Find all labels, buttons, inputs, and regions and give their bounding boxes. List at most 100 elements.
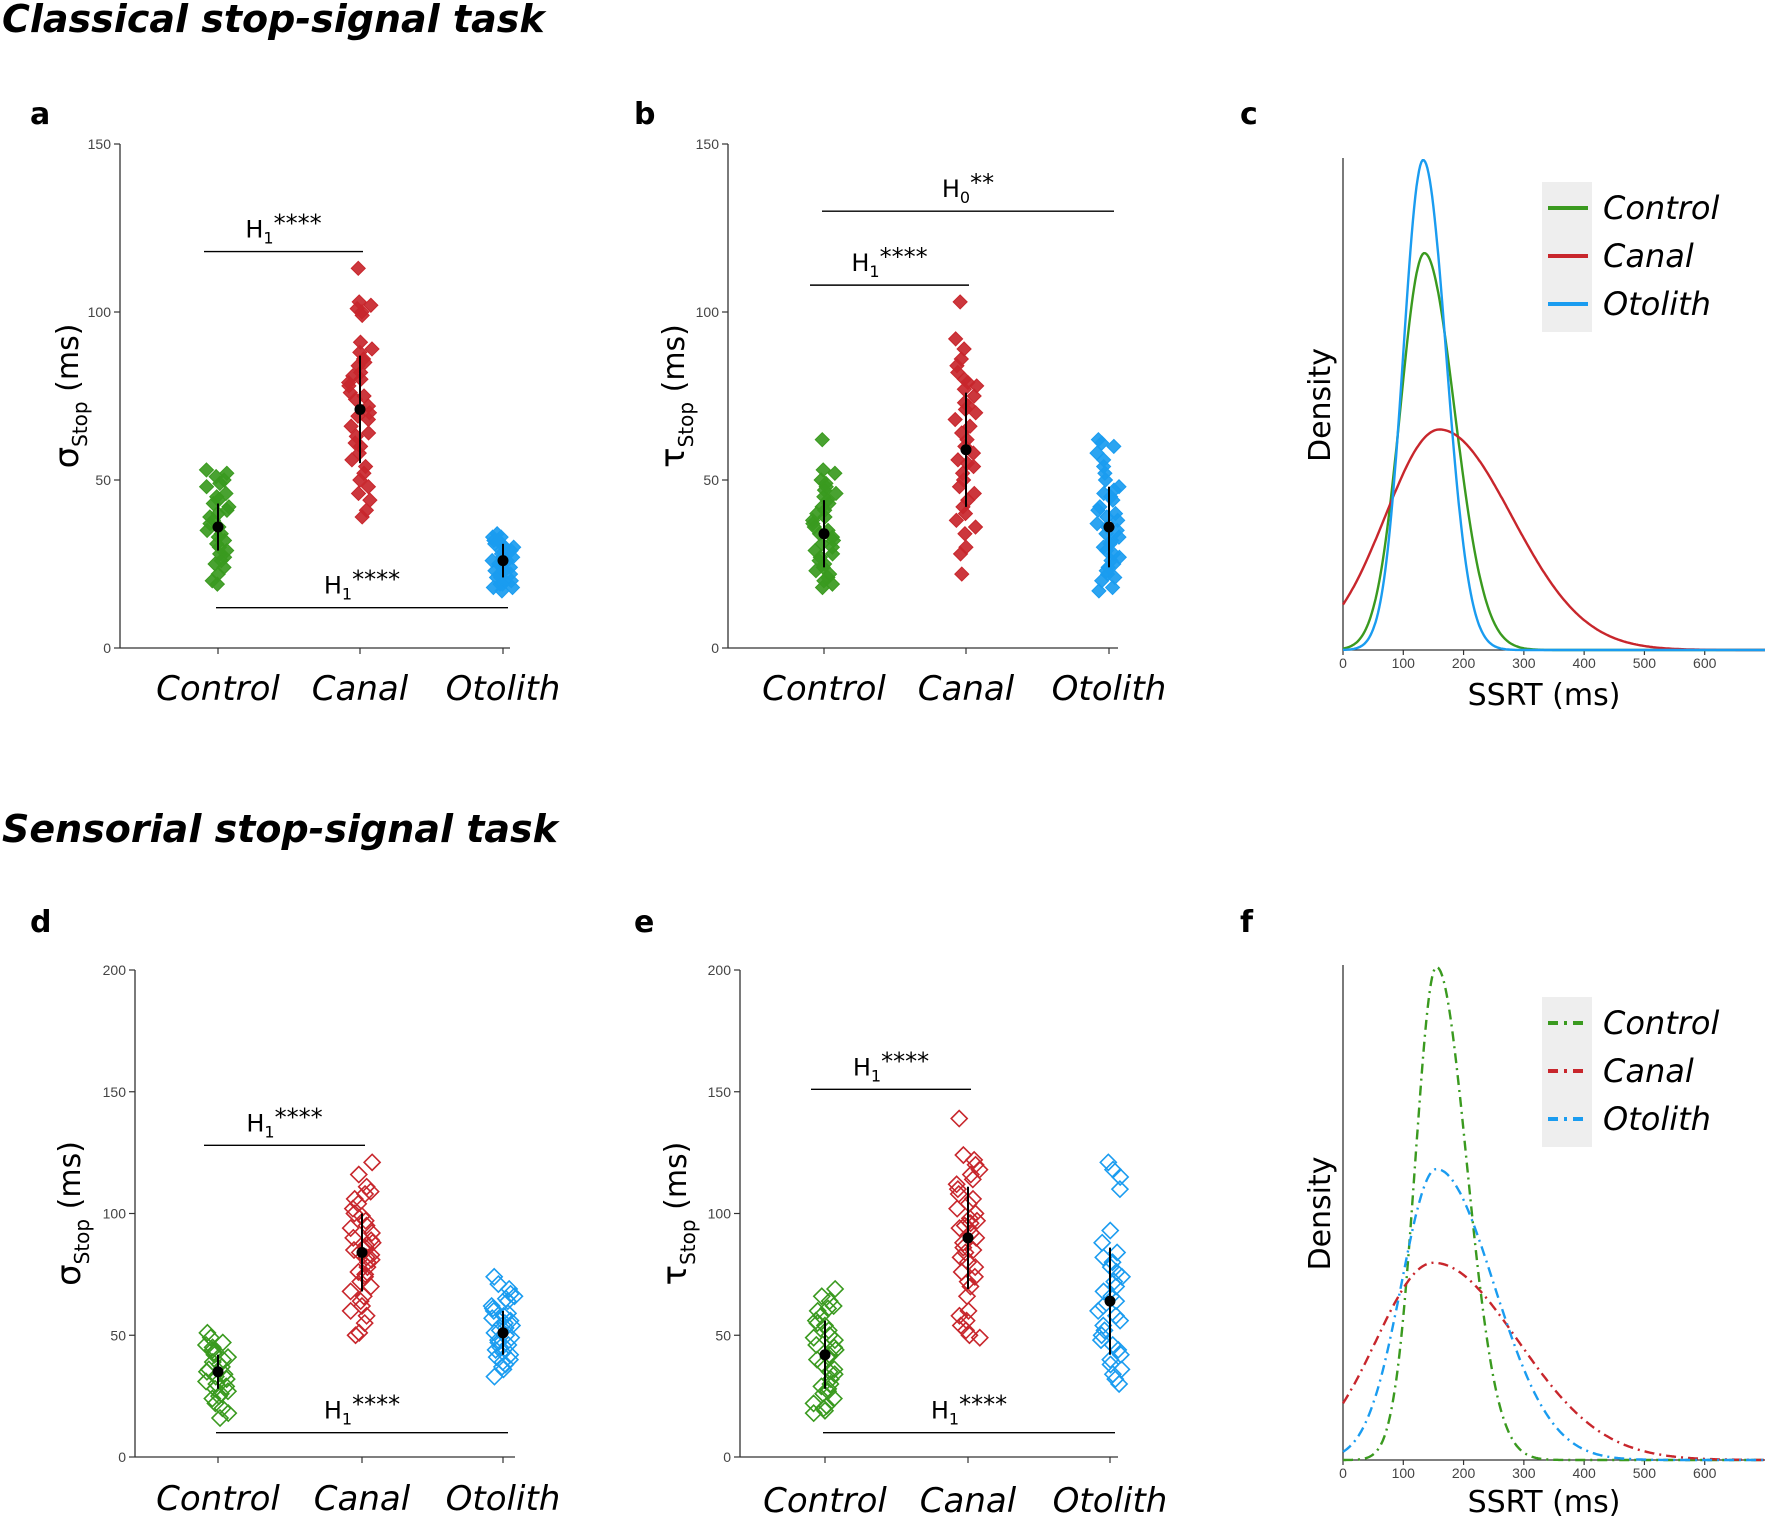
mean-point [1104, 1295, 1116, 1307]
data-point [1109, 1340, 1128, 1359]
y-label-unit: (ms) [657, 324, 692, 402]
hypothesis-subscript: 1 [263, 229, 273, 248]
data-point [197, 1362, 217, 1381]
data-point [1091, 1330, 1111, 1350]
series-control [196, 1323, 238, 1428]
significance-stars: **** [352, 1391, 400, 1419]
data-point [1097, 472, 1114, 488]
series-otolith [484, 526, 522, 599]
data-point [201, 1328, 220, 1347]
data-point [206, 1394, 225, 1413]
x-tick-label: 0 [1339, 1465, 1347, 1481]
panel-e: e 0 50 100 150 200 Control Canal Otolith τStop (m… [634, 905, 1167, 1521]
data-point [210, 1408, 230, 1428]
hypothesis-symbol: H [246, 1109, 264, 1137]
x-tick-label: 500 [1633, 655, 1657, 671]
data-point [363, 1233, 382, 1252]
series-canal [947, 1109, 989, 1347]
y-axis-label: τStop (ms) [655, 1142, 700, 1286]
x-tick-label: 100 [1392, 1465, 1416, 1481]
data-point [360, 479, 377, 495]
series-otolith [482, 1267, 524, 1386]
panel-letter-e: e [634, 905, 654, 940]
data-point [349, 1165, 368, 1184]
data-point [213, 1333, 232, 1352]
y-tick-label: 150 [103, 1084, 127, 1100]
significance-label: H1**** [853, 1047, 929, 1085]
category-label: Otolith [1052, 669, 1167, 709]
x-tick-label: 100 [1392, 655, 1416, 671]
panel-letter-c: c [1240, 97, 1258, 132]
data-point [204, 1343, 224, 1362]
y-label-unit: (ms) [53, 1141, 88, 1219]
data-point [205, 495, 222, 512]
panel-letter-b: b [634, 97, 655, 132]
data-point [804, 1404, 823, 1423]
data-point [485, 1367, 504, 1386]
series-otolith [1089, 1153, 1132, 1394]
data-point [357, 1306, 376, 1325]
y-tick-label: 200 [708, 962, 732, 978]
data-point [825, 1360, 844, 1379]
data-point [354, 509, 370, 525]
panel-c: c 0 100 200 300 400 500 600 SSRT (ms) Density Cont… [1240, 97, 1765, 713]
legend: Control Canal Otolith [1542, 182, 1719, 332]
y-axis-label: Density [1303, 348, 1338, 462]
data-point [500, 1279, 519, 1299]
category-label: Canal [312, 669, 409, 709]
y-label-subscript: Stop [70, 1219, 94, 1264]
y-tick-label: 0 [711, 640, 719, 656]
y-tick-label: 150 [708, 1084, 732, 1100]
significance-label: H1**** [324, 566, 400, 604]
data-point [814, 431, 830, 448]
data-point [947, 331, 964, 347]
data-point [1089, 1301, 1108, 1321]
x-tick-label: 500 [1633, 1465, 1657, 1481]
data-point [1105, 1272, 1124, 1291]
data-point [804, 1394, 823, 1413]
data-point [948, 1199, 967, 1218]
data-point [961, 1214, 980, 1233]
x-axis-label: SSRT (ms) [1468, 678, 1621, 713]
y-tick-label: 0 [118, 1449, 126, 1465]
data-point [344, 452, 360, 468]
data-point [1103, 1253, 1122, 1272]
data-point [952, 294, 968, 310]
data-point [361, 1277, 380, 1296]
data-point [825, 1330, 845, 1350]
data-point [1111, 1167, 1130, 1187]
panel-d: d 0 50 100 150 200 Control Canal Otolith σStop (m… [30, 905, 560, 1519]
y-label-unit: (ms) [51, 324, 86, 402]
mean-point [212, 521, 224, 533]
mean-point [962, 1232, 974, 1244]
data-point [1091, 583, 1107, 599]
y-label-subscript: Stop [674, 402, 698, 447]
data-point [967, 405, 984, 421]
y-tick-label: 50 [95, 472, 111, 488]
data-point [350, 485, 367, 502]
hypothesis-subscript: 1 [869, 262, 879, 281]
hypothesis-symbol: H [942, 175, 960, 203]
series-otolith [1089, 431, 1127, 599]
y-tick-label: 0 [103, 640, 111, 656]
density-curve-otolith [1342, 1167, 1765, 1462]
series-canal [947, 294, 985, 582]
series-canal [340, 260, 380, 525]
data-point [218, 485, 234, 502]
data-point [966, 1257, 985, 1277]
data-point [482, 1296, 501, 1316]
density-curve-canal [1341, 1261, 1765, 1462]
data-point [1092, 1326, 1111, 1345]
section-title-classical: Classical stop-signal task [2, 0, 547, 41]
data-point [351, 1292, 370, 1311]
hypothesis-subscript: 1 [264, 1122, 274, 1141]
y-tick-label: 150 [696, 136, 720, 152]
y-tick-label: 50 [703, 472, 719, 488]
category-label: Control [156, 1479, 280, 1519]
x-tick-label: 0 [1339, 655, 1347, 671]
data-point [198, 1323, 217, 1342]
y-label-symbol: τ [655, 1265, 695, 1285]
mean-point [497, 555, 509, 567]
significance-label: H1**** [324, 1391, 400, 1429]
data-point [346, 1326, 365, 1345]
